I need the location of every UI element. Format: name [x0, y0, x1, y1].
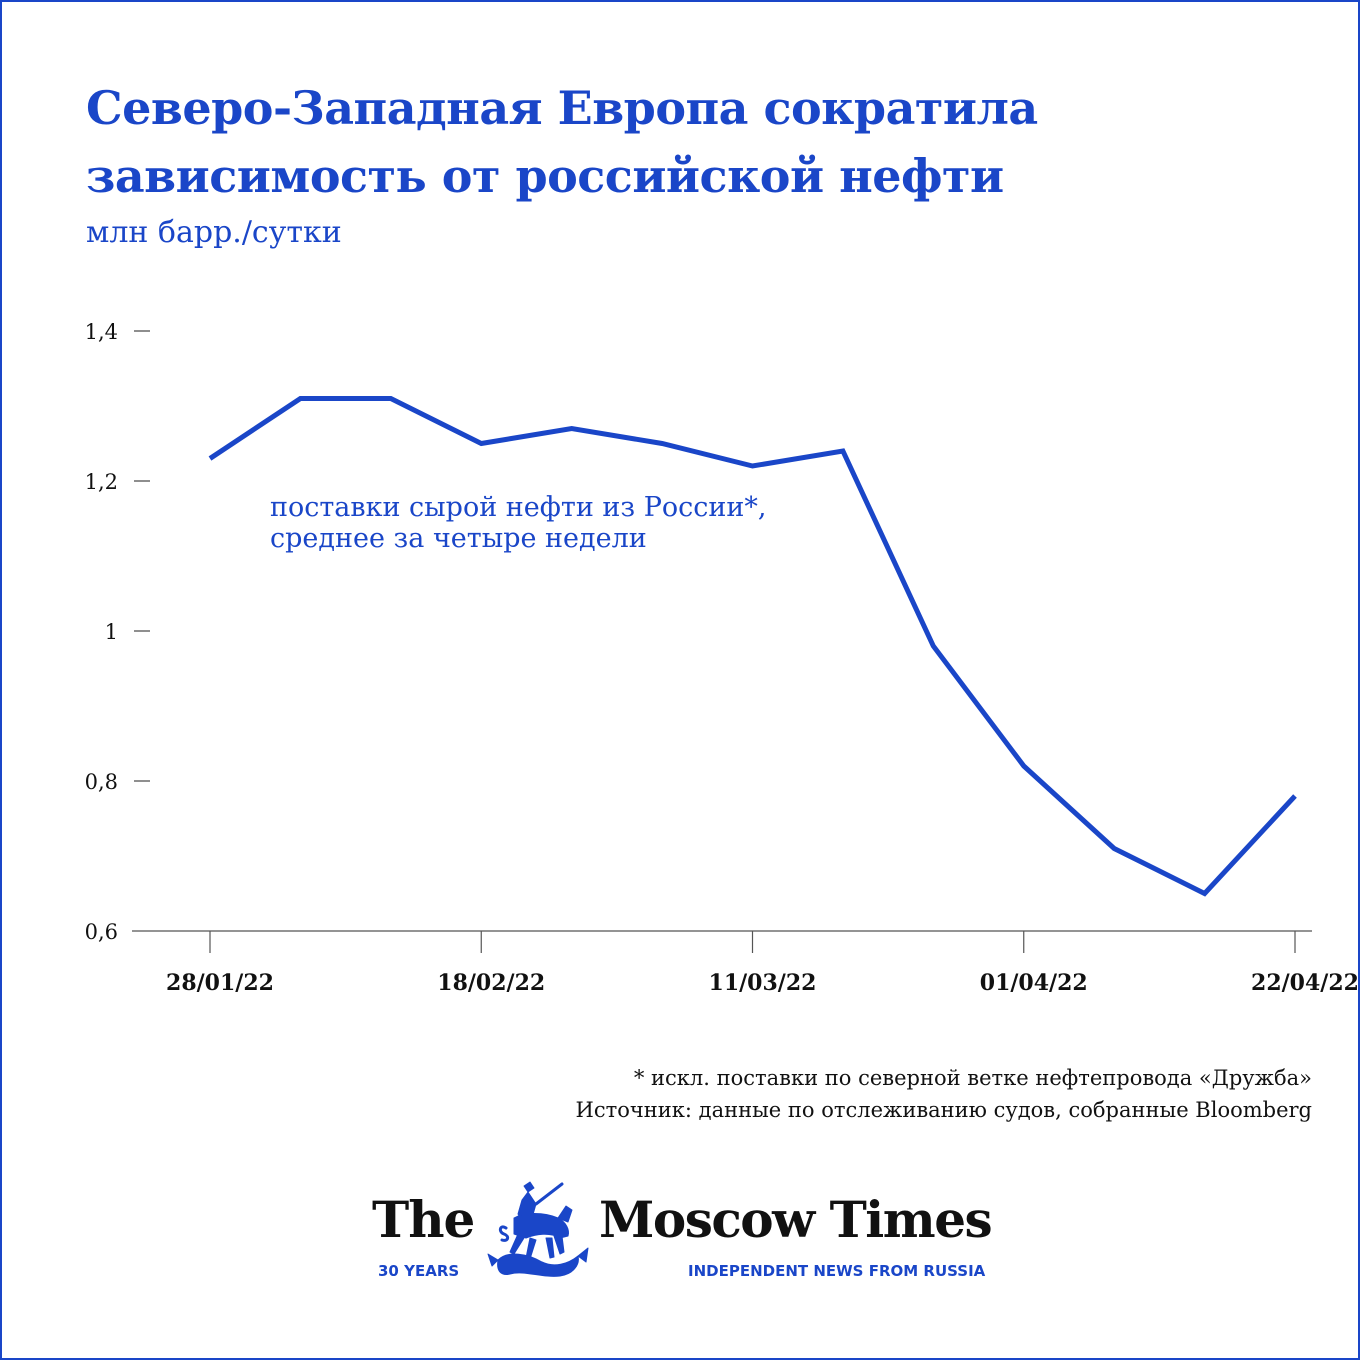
publisher-logo: The Moscow Times 30 YEARS INDEPENDENT NE… — [372, 1178, 993, 1288]
chart-unit-label: млн барр./сутки — [86, 215, 342, 250]
y-axis: 0,6 0,8 1 1,2 1,4 — [85, 320, 150, 944]
y-tick-label: 1 — [105, 620, 118, 644]
y-tick-label: 0,8 — [85, 770, 118, 794]
chart-title-line-2: зависимость от российской нефти — [86, 149, 1004, 203]
y-tick-label: 0,6 — [85, 920, 118, 944]
x-tick-label: 22/04/22 — [1251, 970, 1359, 996]
x-tick-label: 01/04/22 — [980, 970, 1088, 996]
x-tick-label: 18/02/22 — [437, 970, 545, 996]
logo-word-the: The — [372, 1190, 475, 1249]
series-layer — [208, 396, 1297, 897]
y-tick-label: 1,4 — [85, 320, 118, 344]
footnote-source: Источник: данные по отслеживанию судов, … — [575, 1098, 1312, 1122]
x-axis: 28/01/22 18/02/22 11/03/22 01/04/22 22/04/22 — [132, 930, 1359, 996]
logo-word-moscow-times: Moscow Times — [599, 1190, 993, 1249]
x-tick-label: 28/01/22 — [166, 970, 274, 996]
y-tick-label: 1,2 — [85, 470, 118, 494]
footnotes: * искл. поставки по северной ветке нефте… — [576, 1062, 1312, 1126]
series-annotation-line-2: среднее за четыре недели — [270, 523, 647, 554]
footnote-exclusion: * искл. поставки по северной ветке нефте… — [633, 1066, 1312, 1090]
logo-tagline-news: INDEPENDENT NEWS FROM RUSSIA — [688, 1262, 986, 1280]
series-line-russian-crude — [208, 396, 1297, 897]
series-annotation-line-1: поставки сырой нефти из России*, — [270, 492, 766, 523]
st-george-emblem-icon — [487, 1181, 589, 1277]
x-tick-label: 11/03/22 — [709, 970, 817, 996]
chart-title: Северо-Западная Европа сократила зависим… — [86, 74, 1286, 210]
chart-title-line-1: Северо-Западная Европа сократила — [86, 81, 1038, 135]
line-chart: 0,6 0,8 1 1,2 1,4 28/01/22 18/02/22 11/03/22 01… — [85, 320, 1359, 996]
logo-tagline-years: 30 YEARS — [378, 1262, 460, 1280]
